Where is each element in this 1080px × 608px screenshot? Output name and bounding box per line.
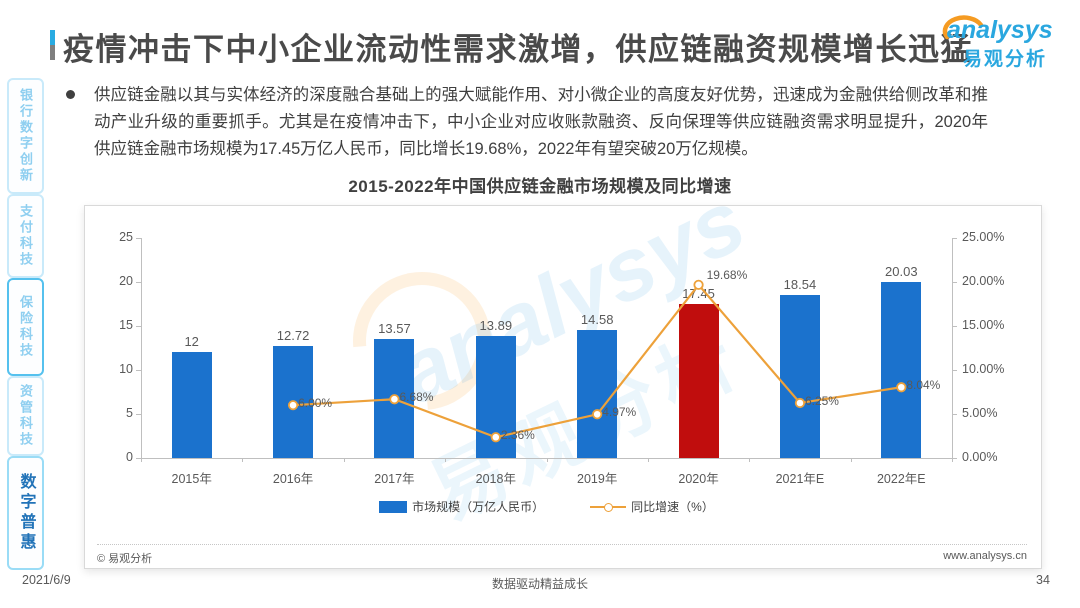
line-value-label: 6.68% xyxy=(399,390,434,405)
chart-legend: 市场规模（万亿人民币） 同比增速（%） xyxy=(141,498,952,515)
bar-value-label: 13.89 xyxy=(479,317,513,333)
y-axis-label-right: 25.00% xyxy=(962,230,1005,244)
line-value-label: 6.00% xyxy=(298,396,333,411)
y-axis-right xyxy=(952,238,953,458)
y-tick-left-mark xyxy=(136,414,141,415)
footer-slogan: 数据驱动精益成长 xyxy=(491,577,588,591)
y-tick-right-mark xyxy=(952,282,957,283)
y-axis-label-right: 15.00% xyxy=(962,318,1005,332)
summary-paragraph: 供应链金融以其与实体经济的深度融合基础上的强大赋能作用、对小微企业的高度友好优势… xyxy=(94,86,988,158)
legend-item-line: 同比增速（%） xyxy=(590,498,714,515)
bar-2022年E xyxy=(881,281,922,458)
line-value-label: 2.36% xyxy=(500,428,535,443)
chart-title: 2015-2022年中国供应链金融市场规模及同比增速 xyxy=(348,177,732,196)
y-axis-label-right: 10.00% xyxy=(962,362,1005,376)
y-tick-left-mark xyxy=(136,238,141,239)
line-value-label: 8.04% xyxy=(906,378,941,393)
line-value-label: 4.97% xyxy=(602,405,637,420)
y-axis-label-right: 20.00% xyxy=(962,274,1005,288)
y-axis-label-left: 10 xyxy=(119,362,133,376)
x-axis-label: 2019年 xyxy=(577,472,618,486)
bar-2021年E xyxy=(779,294,820,458)
legend-item-bar: 市场规模（万亿人民币） xyxy=(379,498,544,515)
logo-brand-cn-text: 易观分析 xyxy=(963,49,1048,70)
y-axis-label-left: 20 xyxy=(119,274,133,288)
legend-line-swatch-icon xyxy=(590,501,627,513)
bar-value-label: 18.54 xyxy=(783,276,817,292)
legend-bar-swatch-icon xyxy=(379,500,408,513)
footer-date: 2021/6/9 xyxy=(22,573,71,587)
bullet-icon xyxy=(66,90,75,99)
sidebar-item-insurance-tech[interactable]: 保险科技 xyxy=(7,278,44,376)
x-axis-label: 2017年 xyxy=(374,472,415,486)
bar-2015年 xyxy=(171,352,212,458)
y-axis-label-left: 0 xyxy=(126,450,133,464)
y-tick-left-mark xyxy=(136,326,141,327)
bar-2020年 xyxy=(678,304,719,458)
x-axis-tick xyxy=(242,458,244,462)
copyright-text: © 易观分析 xyxy=(97,553,153,565)
x-axis-label: 2015年 xyxy=(171,472,212,486)
sidebar-item-digital-inclusion[interactable]: 数字普惠 xyxy=(7,456,44,570)
x-axis-tick xyxy=(141,458,142,462)
x-axis-label: 2018年 xyxy=(475,472,516,486)
y-tick-right-mark xyxy=(952,238,957,239)
x-axis-label: 2021年E xyxy=(775,472,825,486)
bar-value-label: 13.57 xyxy=(378,320,411,336)
x-axis-tick xyxy=(850,458,852,462)
sidebar-item-payment-tech[interactable]: 支付科技 xyxy=(7,194,44,278)
chart-container: analysys 易观分析 252015105025.00%20.00%15.0… xyxy=(84,171,1042,569)
y-tick-left-mark xyxy=(136,370,141,371)
x-axis-tick xyxy=(546,458,548,462)
bar-value-label: 14.58 xyxy=(580,311,614,327)
x-axis-tick xyxy=(343,458,345,462)
analysys-logo: analysys 易观分析 xyxy=(933,10,1073,70)
website-text: www.analysys.cn xyxy=(943,550,1027,562)
y-axis-label-left: 5 xyxy=(126,406,133,420)
y-tick-left-mark xyxy=(136,282,141,283)
bar-value-label: 12 xyxy=(184,334,199,350)
bar-value-label: 17.45 xyxy=(682,286,715,302)
y-tick-right-mark xyxy=(952,458,957,459)
y-axis-left xyxy=(141,238,142,458)
bar-value-label: 20.03 xyxy=(885,263,918,279)
page-title: 疫情冲击下中小企业流动性需求激增，供应链融资规模增长迅猛 xyxy=(63,32,973,67)
x-axis-label: 2022年E xyxy=(876,472,926,486)
x-axis-tick xyxy=(445,458,447,462)
y-axis-label-left: 25 xyxy=(119,230,133,244)
y-tick-right-mark xyxy=(952,414,957,415)
y-tick-right-mark xyxy=(952,326,957,327)
sidebar-item-asset-mgmt-tech[interactable]: 资管科技 xyxy=(7,376,44,456)
x-axis-label: 2016年 xyxy=(272,472,314,486)
y-tick-left-mark xyxy=(136,458,141,459)
line-value-label: 6.25% xyxy=(804,394,839,408)
x-axis-tick xyxy=(749,458,751,462)
source-divider xyxy=(97,544,1027,545)
footer-page-number: 34 xyxy=(1036,573,1050,587)
y-axis-label-right: 5.00% xyxy=(962,406,998,420)
x-axis-tick xyxy=(952,458,953,462)
x-axis-label: 2020年 xyxy=(678,472,719,486)
bar-2019年 xyxy=(577,329,618,458)
logo-brand-text: analysys xyxy=(947,16,1053,44)
y-axis-label-left: 15 xyxy=(119,318,133,332)
title-accent-bar xyxy=(50,30,55,60)
y-axis-label-right: 0.00% xyxy=(962,450,998,464)
line-value-label: 19.68% xyxy=(706,267,748,282)
bar-value-label: 12.72 xyxy=(276,328,310,344)
y-tick-right-mark xyxy=(952,370,957,371)
sidebar-item-banking-digital[interactable]: 银行数字创新 xyxy=(7,78,44,194)
legend-bar-label: 市场规模（万亿人民币） xyxy=(412,500,545,514)
logo-swoosh-icon xyxy=(942,15,984,40)
legend-line-label: 同比增速（%） xyxy=(631,500,714,514)
x-axis-tick xyxy=(647,458,649,462)
